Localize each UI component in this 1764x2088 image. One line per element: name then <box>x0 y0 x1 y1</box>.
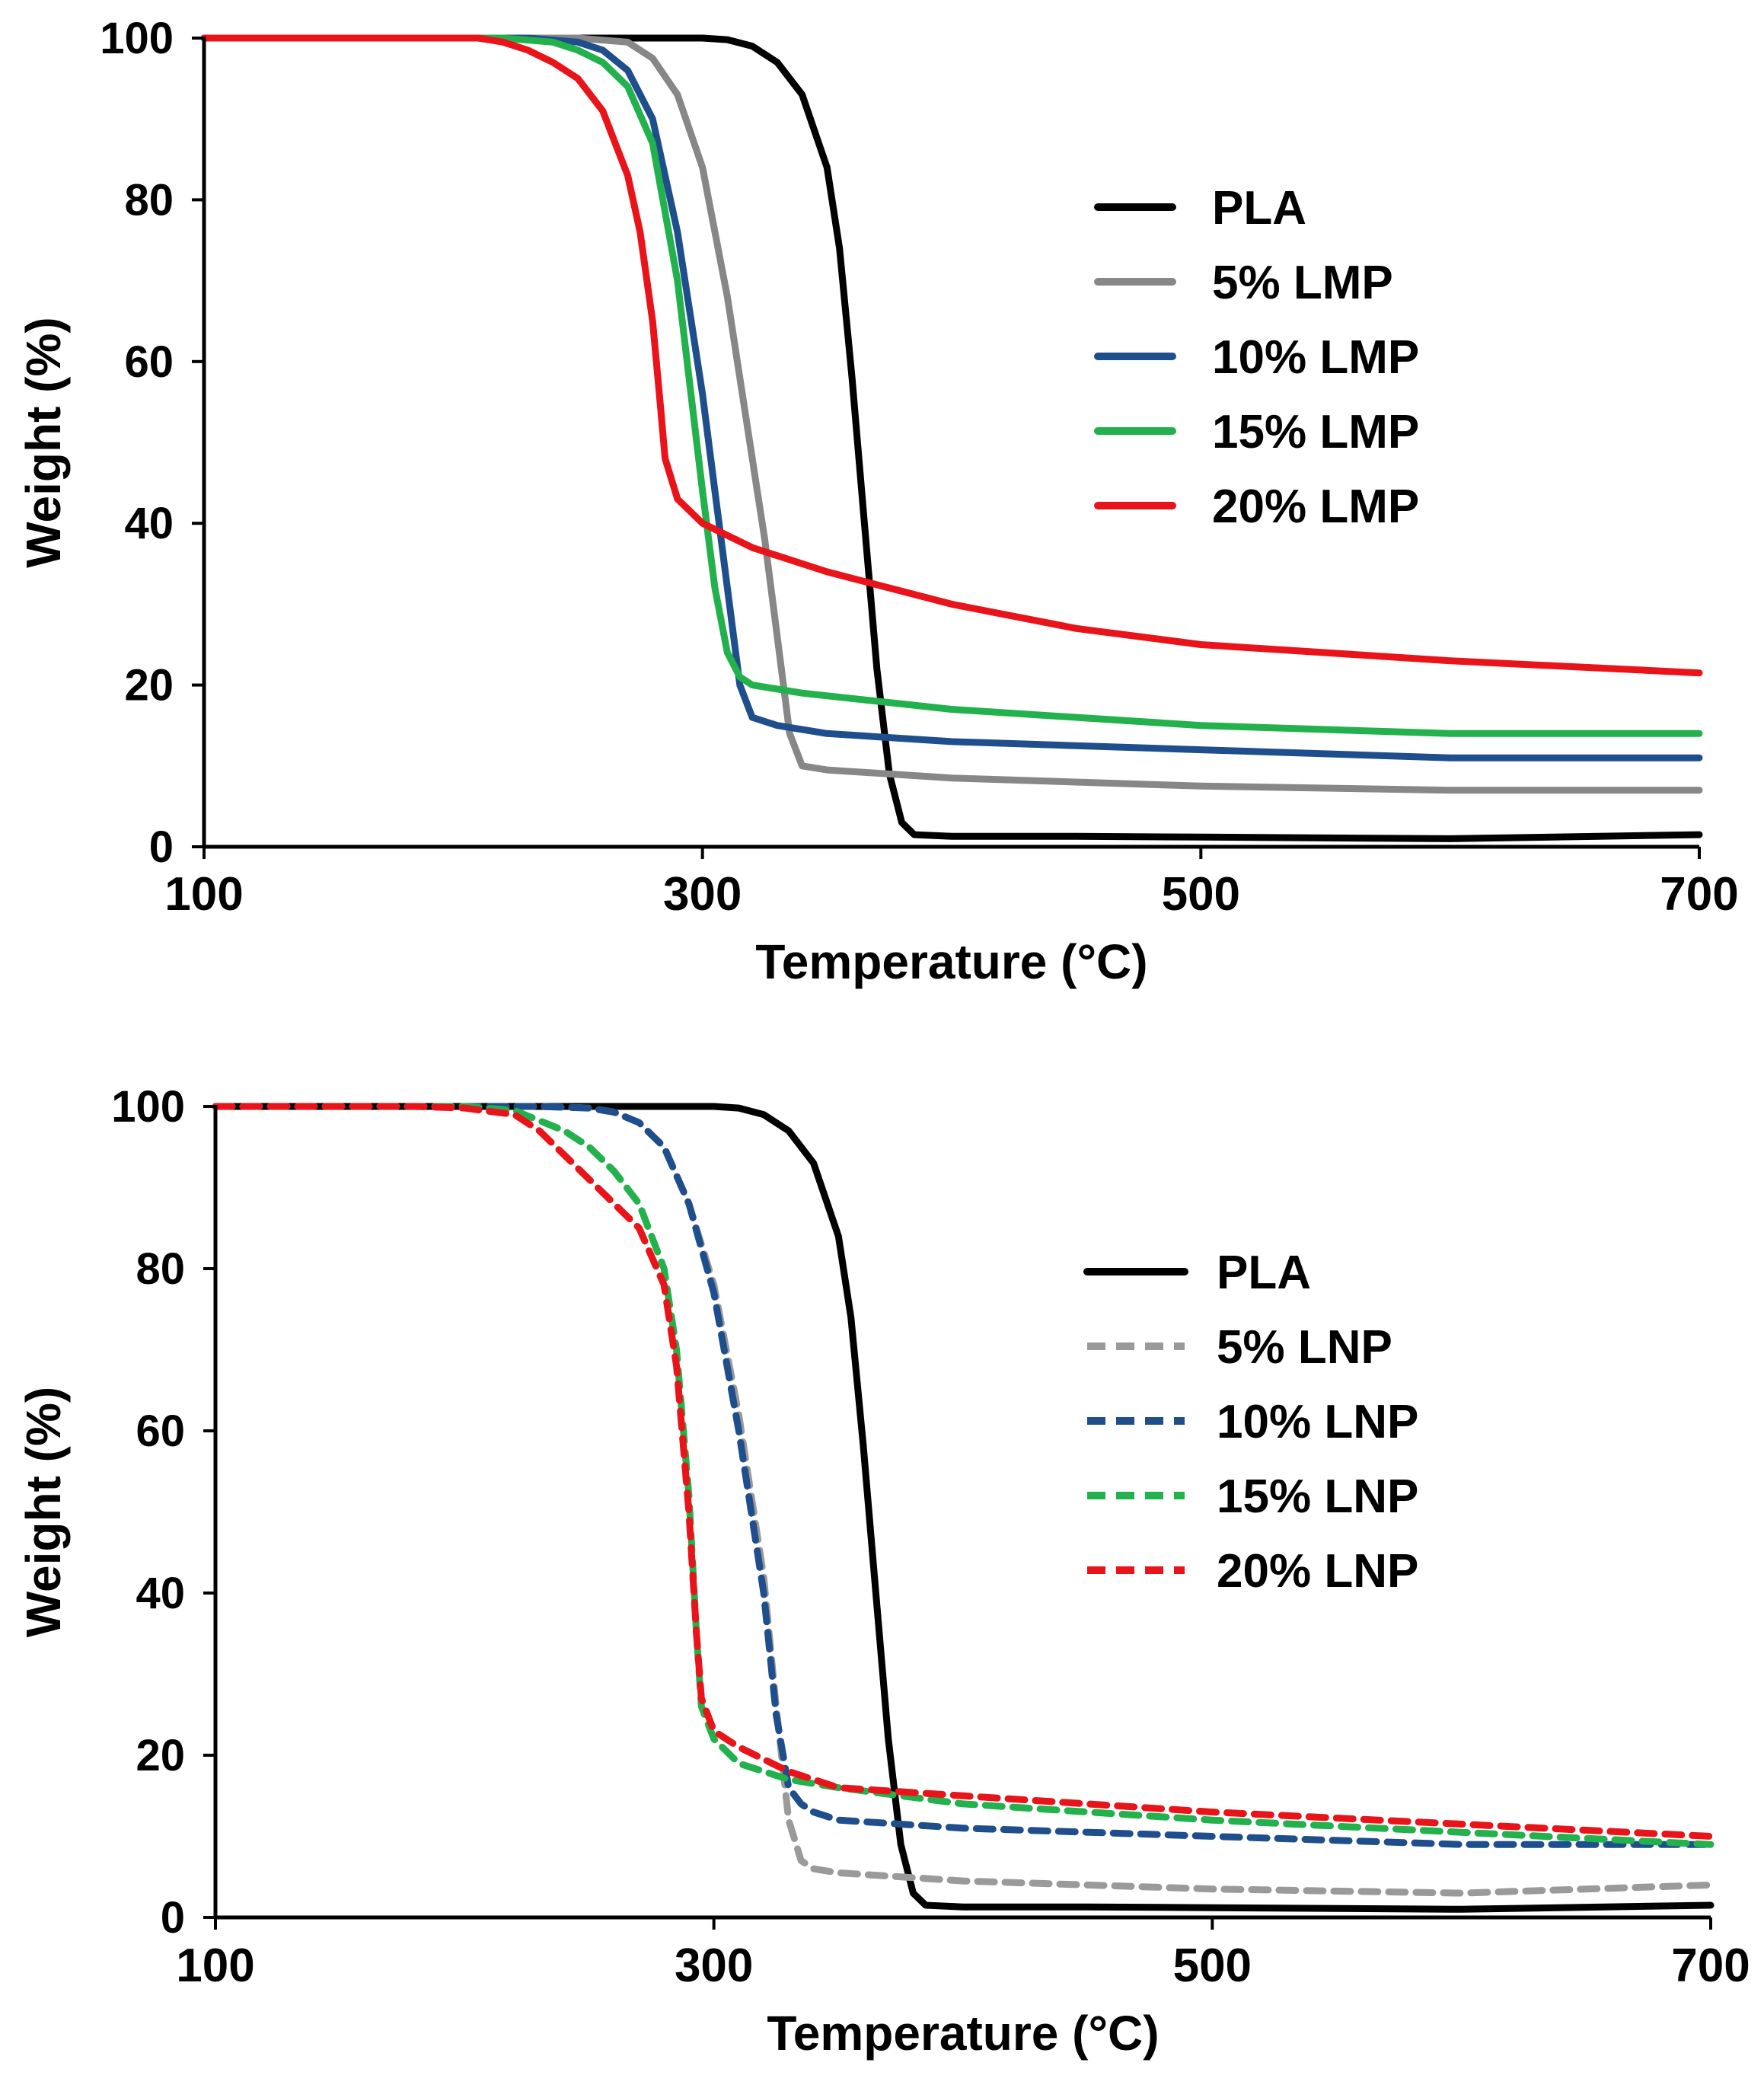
x-tick-label: 500 <box>1162 868 1240 921</box>
y-tick-label: 40 <box>136 1569 185 1618</box>
y-tick-label: 20 <box>136 1731 185 1780</box>
legend: PLA 5% LNP 10% LNP 15% LNP 20% LNP <box>1083 1247 1418 1598</box>
legend-label-pla: PLA <box>1217 1247 1311 1299</box>
y-axis-title: Weight (%) <box>16 317 71 567</box>
series-line-5pct-lnp <box>212 1103 1715 1897</box>
series-line-10pct-lnp <box>212 1103 1715 1848</box>
series-line-15pct-lmp <box>200 34 1703 737</box>
legend-label-10pct-lnp: 10% LNP <box>1217 1396 1418 1448</box>
series-line-10pct-lmp <box>200 34 1703 761</box>
x-tick-label: 300 <box>663 868 742 921</box>
y-tick-label: 60 <box>124 337 174 387</box>
legend-label-10pct-lmp: 10% LMP <box>1212 331 1419 384</box>
x-tick-label: 700 <box>1660 868 1738 921</box>
series-line-pla <box>200 34 1703 842</box>
x-tick-label: 100 <box>176 1940 254 1992</box>
y-tick-label: 0 <box>149 822 174 872</box>
y-tick-label: 100 <box>111 1082 185 1132</box>
legend-label-15pct-lmp: 15% LMP <box>1212 406 1419 458</box>
y-tick-label: 0 <box>161 1893 185 1943</box>
y-tick-label: 20 <box>124 661 174 710</box>
legend-label-20pct-lmp: 20% LMP <box>1212 480 1419 533</box>
legend-label-15pct-lnp: 15% LNP <box>1217 1470 1418 1523</box>
x-axis-title: Temperature (°C) <box>767 2006 1159 2061</box>
y-axis-title: Weight (%) <box>16 1387 71 1637</box>
legend-label-5pct-lnp: 5% LNP <box>1217 1321 1392 1374</box>
chart-panel-2: 0 20 40 60 80 100 100 300 500 700 Temperature (°C)… <box>16 1082 1750 2061</box>
y-tick-label: 80 <box>124 175 174 225</box>
series-line-5pct-lmp <box>200 34 1703 794</box>
legend-label-20pct-lnp: 20% LNP <box>1217 1545 1418 1598</box>
y-tick-label: 80 <box>136 1244 185 1294</box>
series-line-20pct-lnp <box>212 1103 1715 1840</box>
legend: PLA 5% LMP 10% LMP 15% LMP 20% LMP <box>1094 182 1419 533</box>
x-tick-label: 100 <box>164 868 243 921</box>
legend-label-pla: PLA <box>1212 182 1306 235</box>
x-tick-label: 500 <box>1173 1940 1252 1992</box>
y-tick-label: 40 <box>124 499 174 548</box>
series-line-pla <box>212 1103 1715 1913</box>
legend-label-5pct-lmp: 5% LMP <box>1212 257 1393 309</box>
y-tick-label: 60 <box>136 1406 185 1456</box>
series-line-15pct-lnp <box>212 1103 1715 1848</box>
y-tick-label: 100 <box>100 14 174 63</box>
x-axis-title: Temperature (°C) <box>755 934 1147 989</box>
x-tick-label: 700 <box>1671 1940 1750 1992</box>
x-tick-label: 300 <box>675 1940 753 1992</box>
chart-panel-1: 0 20 40 60 80 100 100 300 500 700 Temperature (°C)… <box>16 14 1739 989</box>
series-line-20pct-lmp <box>200 34 1703 677</box>
